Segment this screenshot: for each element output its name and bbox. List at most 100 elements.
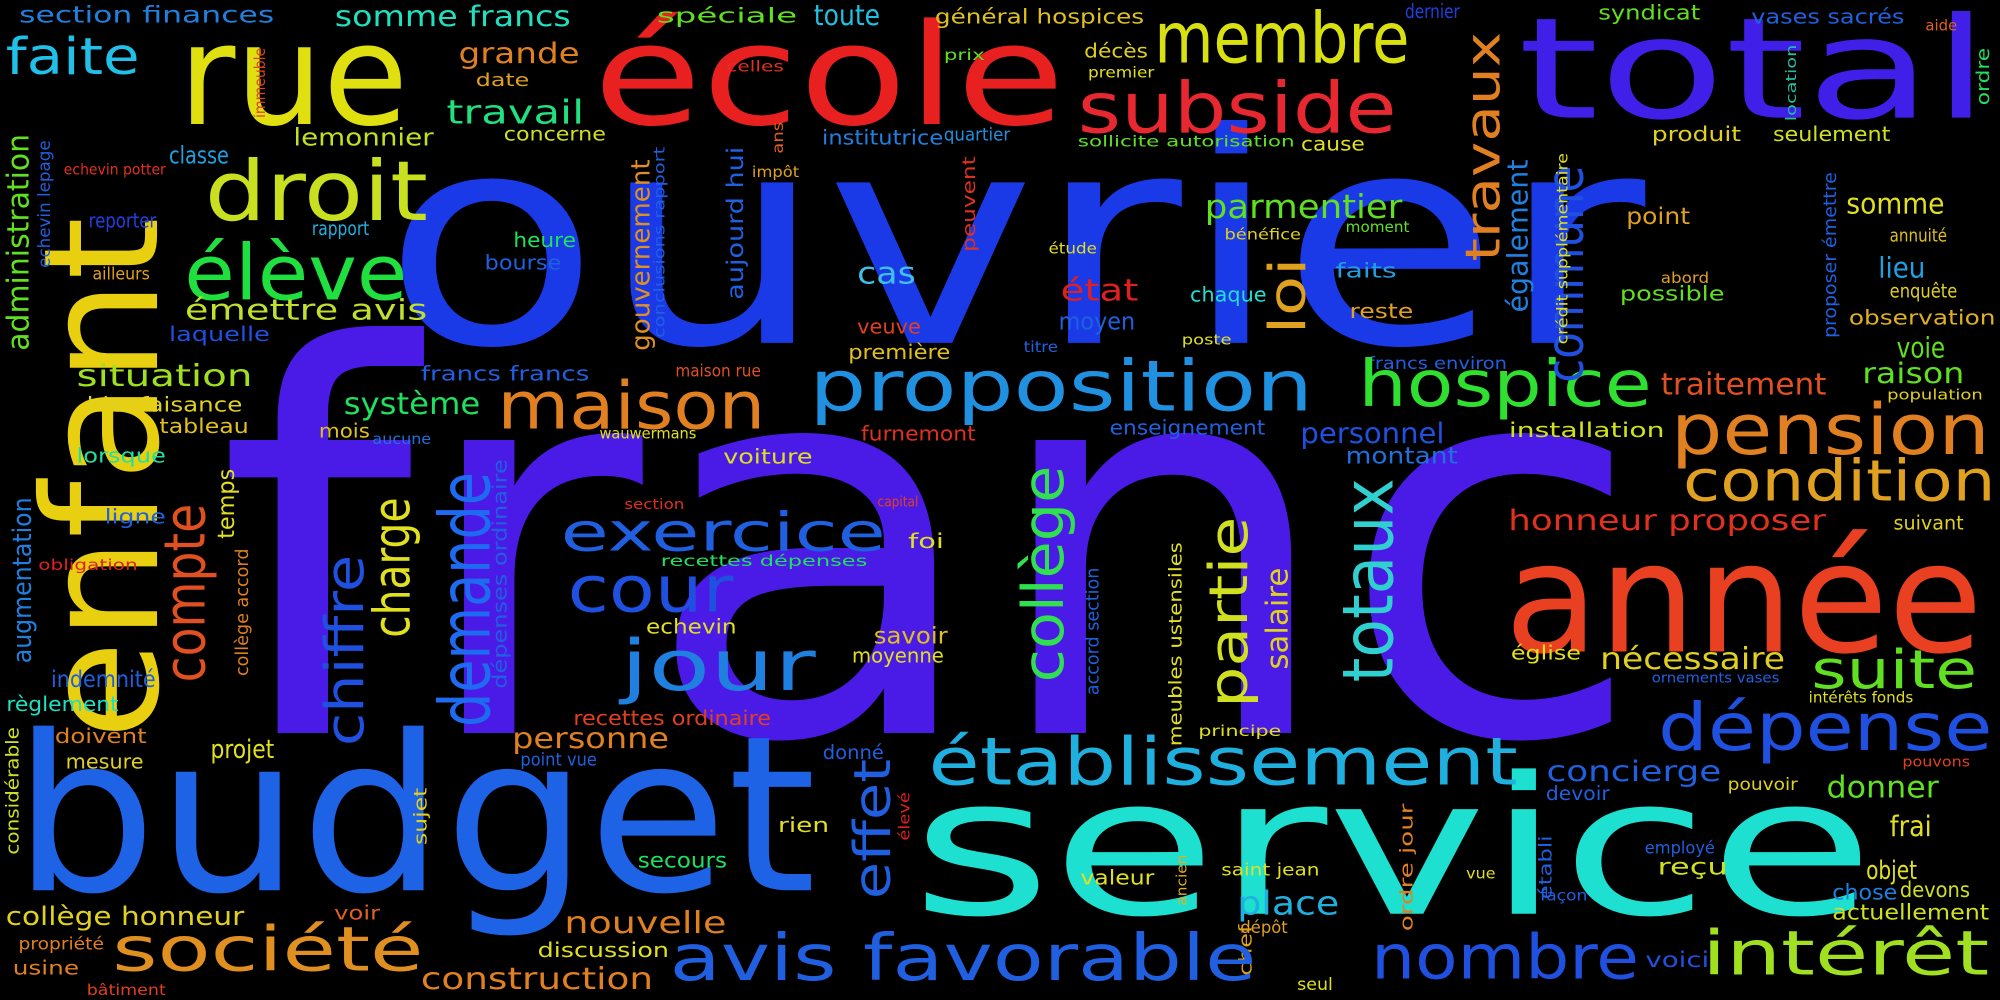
word: foi <box>908 529 944 553</box>
word: lieu <box>1878 251 1925 284</box>
word: compte <box>151 504 218 683</box>
word: capital <box>878 495 919 511</box>
word: suite <box>1811 638 1977 701</box>
word: travail <box>446 93 584 132</box>
word: voiture <box>723 445 812 469</box>
word: syndicat <box>1598 1 1700 25</box>
word: toute <box>814 0 880 32</box>
word: demande <box>425 472 507 727</box>
word: echevin potter <box>64 161 167 179</box>
word: première <box>848 340 950 364</box>
word: mesure <box>66 749 144 773</box>
word: ornements vases <box>1652 671 1780 687</box>
word: donné <box>823 741 884 764</box>
word: chose <box>1832 880 1897 905</box>
word: sujet <box>410 788 431 845</box>
word: pouvoir <box>1728 775 1798 794</box>
word: cour <box>568 554 735 628</box>
word: abord <box>1661 269 1709 287</box>
word: crédit supplémentaire <box>1554 153 1572 344</box>
word: droit <box>205 143 428 240</box>
word: bourse <box>485 251 562 275</box>
word: établi <box>1535 835 1556 899</box>
word: francs environ <box>1368 354 1507 373</box>
word: somme francs <box>335 0 571 33</box>
word: seulement <box>1773 122 1890 146</box>
word: quartier <box>944 125 1011 146</box>
word: classe <box>169 142 229 170</box>
word: institutrice <box>822 126 943 150</box>
word: avis favorable <box>670 922 1257 996</box>
word: travaux <box>1455 32 1511 262</box>
word: frai <box>1890 810 1932 843</box>
word: recettes ordinaire <box>573 706 771 730</box>
word: bâtiment <box>87 981 166 999</box>
word: wauwermans <box>599 425 696 443</box>
word: devoir <box>1546 782 1610 805</box>
word: voie <box>1897 332 1945 365</box>
word: saint jean <box>1221 860 1319 879</box>
word: enquête <box>1890 279 1958 302</box>
word: école <box>593 0 1065 158</box>
word: section <box>624 497 684 513</box>
word: premier <box>1088 64 1155 82</box>
word: heure <box>513 228 576 252</box>
word: société <box>112 915 423 986</box>
word: construction <box>421 962 653 997</box>
word: voir <box>334 902 380 925</box>
word: point <box>1626 204 1690 230</box>
word: collège honneur <box>6 902 245 932</box>
word: décès <box>1084 40 1148 63</box>
word: principe <box>1198 722 1281 740</box>
word: projet <box>210 735 274 765</box>
word: église <box>1511 642 1581 665</box>
word: moyenne <box>852 644 944 668</box>
word: ancien <box>1174 855 1190 906</box>
word: étude <box>1048 240 1096 258</box>
word: élève <box>184 230 407 319</box>
word: lorsque <box>77 443 166 467</box>
word: collège <box>1010 466 1077 683</box>
word: faite <box>6 28 140 87</box>
word: augmentation <box>8 497 38 663</box>
word: chaque <box>1190 283 1267 307</box>
word: exercice <box>561 500 886 563</box>
word: furnemont <box>861 422 976 446</box>
word: général hospices <box>935 5 1144 29</box>
word: enfant <box>9 217 195 740</box>
word: vue <box>1466 865 1495 883</box>
word: intérêt <box>1702 919 1989 990</box>
word: pouvons <box>1902 755 1970 771</box>
word: ailleurs <box>92 265 149 284</box>
word: condition <box>1683 447 1996 514</box>
word: nombre <box>1371 922 1639 993</box>
word: section finances <box>19 2 274 28</box>
word: mois <box>319 420 370 443</box>
word: pension <box>1671 389 1990 471</box>
word: façon <box>1540 886 1587 904</box>
word: moyen <box>1059 307 1136 335</box>
word: concerne <box>504 122 606 145</box>
word: temps <box>214 469 240 539</box>
word: aujourd hui <box>723 147 749 300</box>
word: rien <box>778 813 829 837</box>
word: jour <box>618 625 816 707</box>
word: observation <box>1849 306 1996 330</box>
word: aucune <box>372 430 431 448</box>
word: émettre avis <box>185 293 427 326</box>
word: nécessaire <box>1600 642 1785 677</box>
word: moment <box>1346 218 1410 236</box>
word: propriété <box>18 934 103 953</box>
word: ordre <box>1973 48 1994 105</box>
word: ordre jour <box>1396 803 1417 932</box>
word: état <box>1061 273 1139 308</box>
word: maison rue <box>675 362 760 381</box>
word: salaire <box>1261 568 1296 670</box>
word: raison <box>1862 357 1964 390</box>
word: recettes dépenses <box>661 552 868 570</box>
word: rue <box>179 0 409 158</box>
word: ans <box>769 122 787 154</box>
word: maison <box>497 367 765 445</box>
